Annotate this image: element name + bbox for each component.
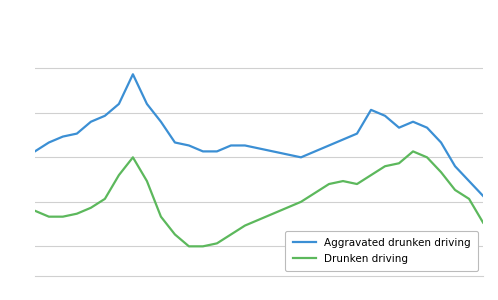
Drunken driving <box>144 179 150 183</box>
Drunken driving <box>200 244 206 248</box>
Aggravated drunken driving <box>466 179 472 183</box>
Drunken driving <box>452 188 458 192</box>
Aggravated drunken driving <box>382 114 388 118</box>
Aggravated drunken driving <box>242 144 248 147</box>
Drunken driving <box>130 155 136 159</box>
Drunken driving <box>60 215 66 218</box>
Drunken driving <box>312 191 318 195</box>
Drunken driving <box>326 182 332 186</box>
Aggravated drunken driving <box>144 102 150 106</box>
Aggravated drunken driving <box>270 150 276 153</box>
Drunken driving <box>116 173 122 177</box>
Drunken driving <box>186 244 192 248</box>
Drunken driving <box>368 173 374 177</box>
Aggravated drunken driving <box>46 141 52 144</box>
Drunken driving <box>242 224 248 227</box>
Aggravated drunken driving <box>200 150 206 153</box>
Aggravated drunken driving <box>256 147 262 150</box>
Drunken driving <box>270 212 276 215</box>
Line: Drunken driving: Drunken driving <box>35 152 483 246</box>
Aggravated drunken driving <box>172 141 178 144</box>
Drunken driving <box>32 209 38 212</box>
Drunken driving <box>102 197 108 201</box>
Drunken driving <box>74 212 80 215</box>
Drunken driving <box>354 182 360 186</box>
Aggravated drunken driving <box>214 150 220 153</box>
Legend: Aggravated drunken driving, Drunken driving: Aggravated drunken driving, Drunken driv… <box>285 231 478 271</box>
Aggravated drunken driving <box>354 132 360 135</box>
Drunken driving <box>256 218 262 221</box>
Aggravated drunken driving <box>32 150 38 153</box>
Aggravated drunken driving <box>158 120 164 124</box>
Aggravated drunken driving <box>480 194 486 198</box>
Aggravated drunken driving <box>452 164 458 168</box>
Aggravated drunken driving <box>410 120 416 124</box>
Aggravated drunken driving <box>186 144 192 147</box>
Aggravated drunken driving <box>60 135 66 138</box>
Drunken driving <box>88 206 94 210</box>
Drunken driving <box>46 215 52 218</box>
Aggravated drunken driving <box>74 132 80 135</box>
Aggravated drunken driving <box>340 138 346 141</box>
Drunken driving <box>340 179 346 183</box>
Aggravated drunken driving <box>312 150 318 153</box>
Drunken driving <box>228 233 234 236</box>
Aggravated drunken driving <box>438 141 444 144</box>
Aggravated drunken driving <box>424 126 430 130</box>
Drunken driving <box>424 155 430 159</box>
Drunken driving <box>410 150 416 153</box>
Aggravated drunken driving <box>396 126 402 130</box>
Aggravated drunken driving <box>228 144 234 147</box>
Drunken driving <box>466 197 472 201</box>
Drunken driving <box>158 215 164 218</box>
Aggravated drunken driving <box>102 114 108 118</box>
Aggravated drunken driving <box>130 73 136 76</box>
Aggravated drunken driving <box>116 102 122 106</box>
Aggravated drunken driving <box>368 108 374 112</box>
Drunken driving <box>214 242 220 245</box>
Aggravated drunken driving <box>326 144 332 147</box>
Drunken driving <box>284 206 290 210</box>
Aggravated drunken driving <box>298 155 304 159</box>
Aggravated drunken driving <box>88 120 94 124</box>
Line: Aggravated drunken driving: Aggravated drunken driving <box>35 74 483 196</box>
Drunken driving <box>382 164 388 168</box>
Aggravated drunken driving <box>284 153 290 156</box>
Drunken driving <box>172 233 178 236</box>
Drunken driving <box>480 221 486 224</box>
Drunken driving <box>396 161 402 165</box>
Drunken driving <box>438 170 444 174</box>
Drunken driving <box>298 200 304 204</box>
